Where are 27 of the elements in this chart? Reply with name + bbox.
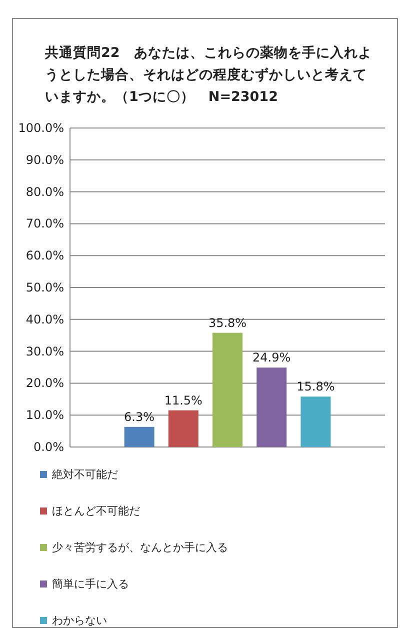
y-tick-label: 50.0%	[26, 280, 64, 294]
legend-label: 簡単に手に入る	[52, 578, 129, 590]
y-tick-label: 0.0%	[34, 440, 64, 454]
legend-label: 絶対不可能だ	[51, 468, 118, 481]
data-label: 11.5%	[164, 393, 202, 408]
chart-title: 共通質問22 あなたは、これらの薬物を手に入れようとした場合、それはどの程度むずかしいと考えていますか。（1つに〇） N=23012	[45, 44, 373, 107]
y-tick-label: 100.0%	[18, 121, 64, 135]
y-tick-label: 30.0%	[26, 344, 64, 358]
legend-label: ほとんど不可能だ	[52, 504, 140, 518]
legend-label: 少々苦労するが、なんとか手に入る	[52, 541, 228, 554]
legend-label: わからない	[52, 614, 107, 627]
y-tick-label: 60.0%	[26, 248, 64, 263]
y-tick-label: 90.0%	[26, 152, 64, 167]
y-tick-label: 40.0%	[26, 312, 64, 326]
bar	[168, 410, 198, 447]
y-tick-label: 80.0%	[26, 184, 64, 199]
data-label: 35.8%	[208, 316, 247, 330]
bar	[124, 426, 154, 447]
bar	[212, 332, 242, 447]
bar	[300, 396, 331, 447]
y-tick-label: 70.0%	[26, 216, 64, 231]
data-label: 24.9%	[252, 350, 291, 365]
data-label: 6.3%	[124, 410, 155, 424]
data-label: 15.8%	[296, 380, 335, 394]
y-tick-label: 20.0%	[26, 376, 64, 390]
bar	[256, 368, 287, 447]
y-tick-label: 10.0%	[26, 408, 64, 422]
